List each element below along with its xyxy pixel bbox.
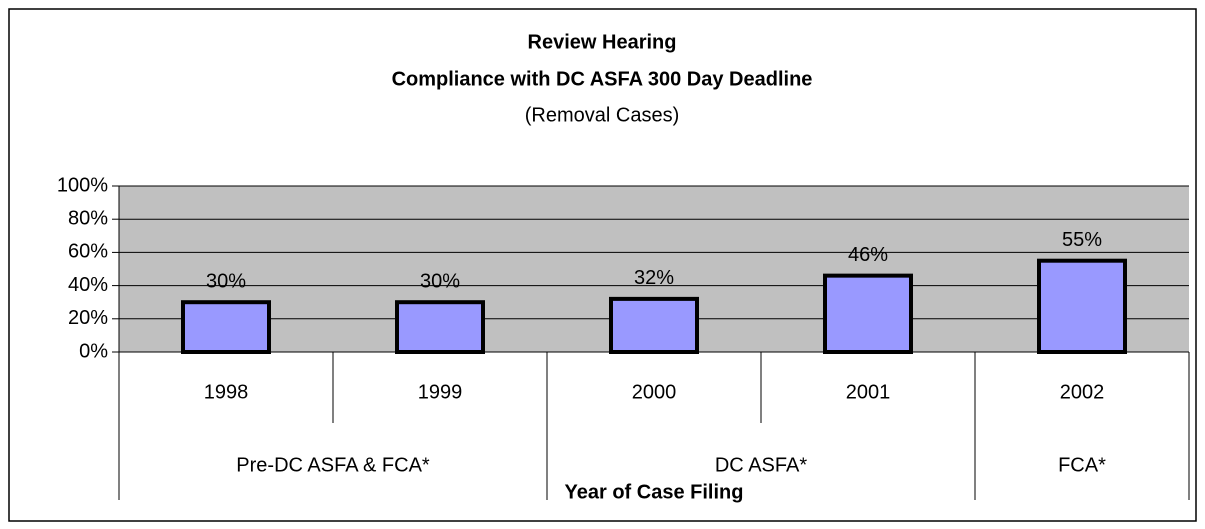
x-tick-label: 1998 xyxy=(204,381,249,403)
data-label: 30% xyxy=(420,270,460,292)
bar xyxy=(823,273,913,355)
x-tick-label: 2001 xyxy=(846,381,891,403)
bar xyxy=(395,300,485,355)
data-label: 30% xyxy=(206,270,246,292)
y-tick-label: 20% xyxy=(68,307,108,329)
x-axis-label: Year of Case Filing xyxy=(565,481,744,503)
y-tick-label: 0% xyxy=(79,340,108,362)
chart-subtitle: Compliance with DC ASFA 300 Day Deadline xyxy=(392,68,813,90)
bar xyxy=(1037,258,1127,355)
bar xyxy=(181,300,271,355)
data-label: 55% xyxy=(1062,229,1102,251)
group-label: Pre-DC ASFA & FCA* xyxy=(236,454,430,476)
group-label: FCA* xyxy=(1058,454,1106,476)
chart-note: (Removal Cases) xyxy=(525,104,679,126)
group-label: DC ASFA* xyxy=(715,454,807,476)
data-label: 46% xyxy=(848,244,888,266)
x-tick-label: 2002 xyxy=(1060,381,1105,403)
y-tick-label: 40% xyxy=(68,274,108,296)
x-tick-label: 2000 xyxy=(632,381,677,403)
x-tick-label: 1999 xyxy=(418,381,463,403)
y-tick-label: 60% xyxy=(68,241,108,263)
chart-title: Review Hearing xyxy=(528,31,677,53)
y-tick-label: 100% xyxy=(57,174,108,196)
data-label: 32% xyxy=(634,267,674,289)
bar xyxy=(609,296,699,355)
y-tick-label: 80% xyxy=(68,207,108,229)
